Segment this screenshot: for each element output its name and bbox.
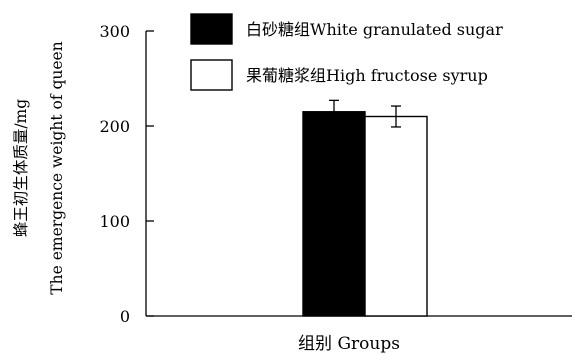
y-tick-label: 200 <box>99 117 130 136</box>
legend-label: 白砂糖组White granulated sugar <box>246 20 503 39</box>
y-tick-label: 0 <box>120 307 130 326</box>
x-axis-label: 组别 Groups <box>298 334 400 354</box>
y-tick-label: 300 <box>99 22 130 41</box>
bar <box>302 111 366 317</box>
y-tick-label: 100 <box>99 212 130 231</box>
chart-axes: 0 100 200 300 <box>99 22 572 326</box>
chart-bars <box>302 99 428 317</box>
chart-legend: 白砂糖组White granulated sugar 果葡糖浆组High fruc… <box>190 13 503 91</box>
y-axis-label-english: The emergence weight of queen <box>48 41 66 294</box>
legend-swatch <box>190 13 233 45</box>
bar <box>364 115 428 317</box>
legend-swatch <box>190 59 233 91</box>
y-axis-label-chinese: 蜂王初生体质量/mg <box>12 99 30 237</box>
legend-label: 果葡糖浆组High fructose syrup <box>246 66 488 85</box>
